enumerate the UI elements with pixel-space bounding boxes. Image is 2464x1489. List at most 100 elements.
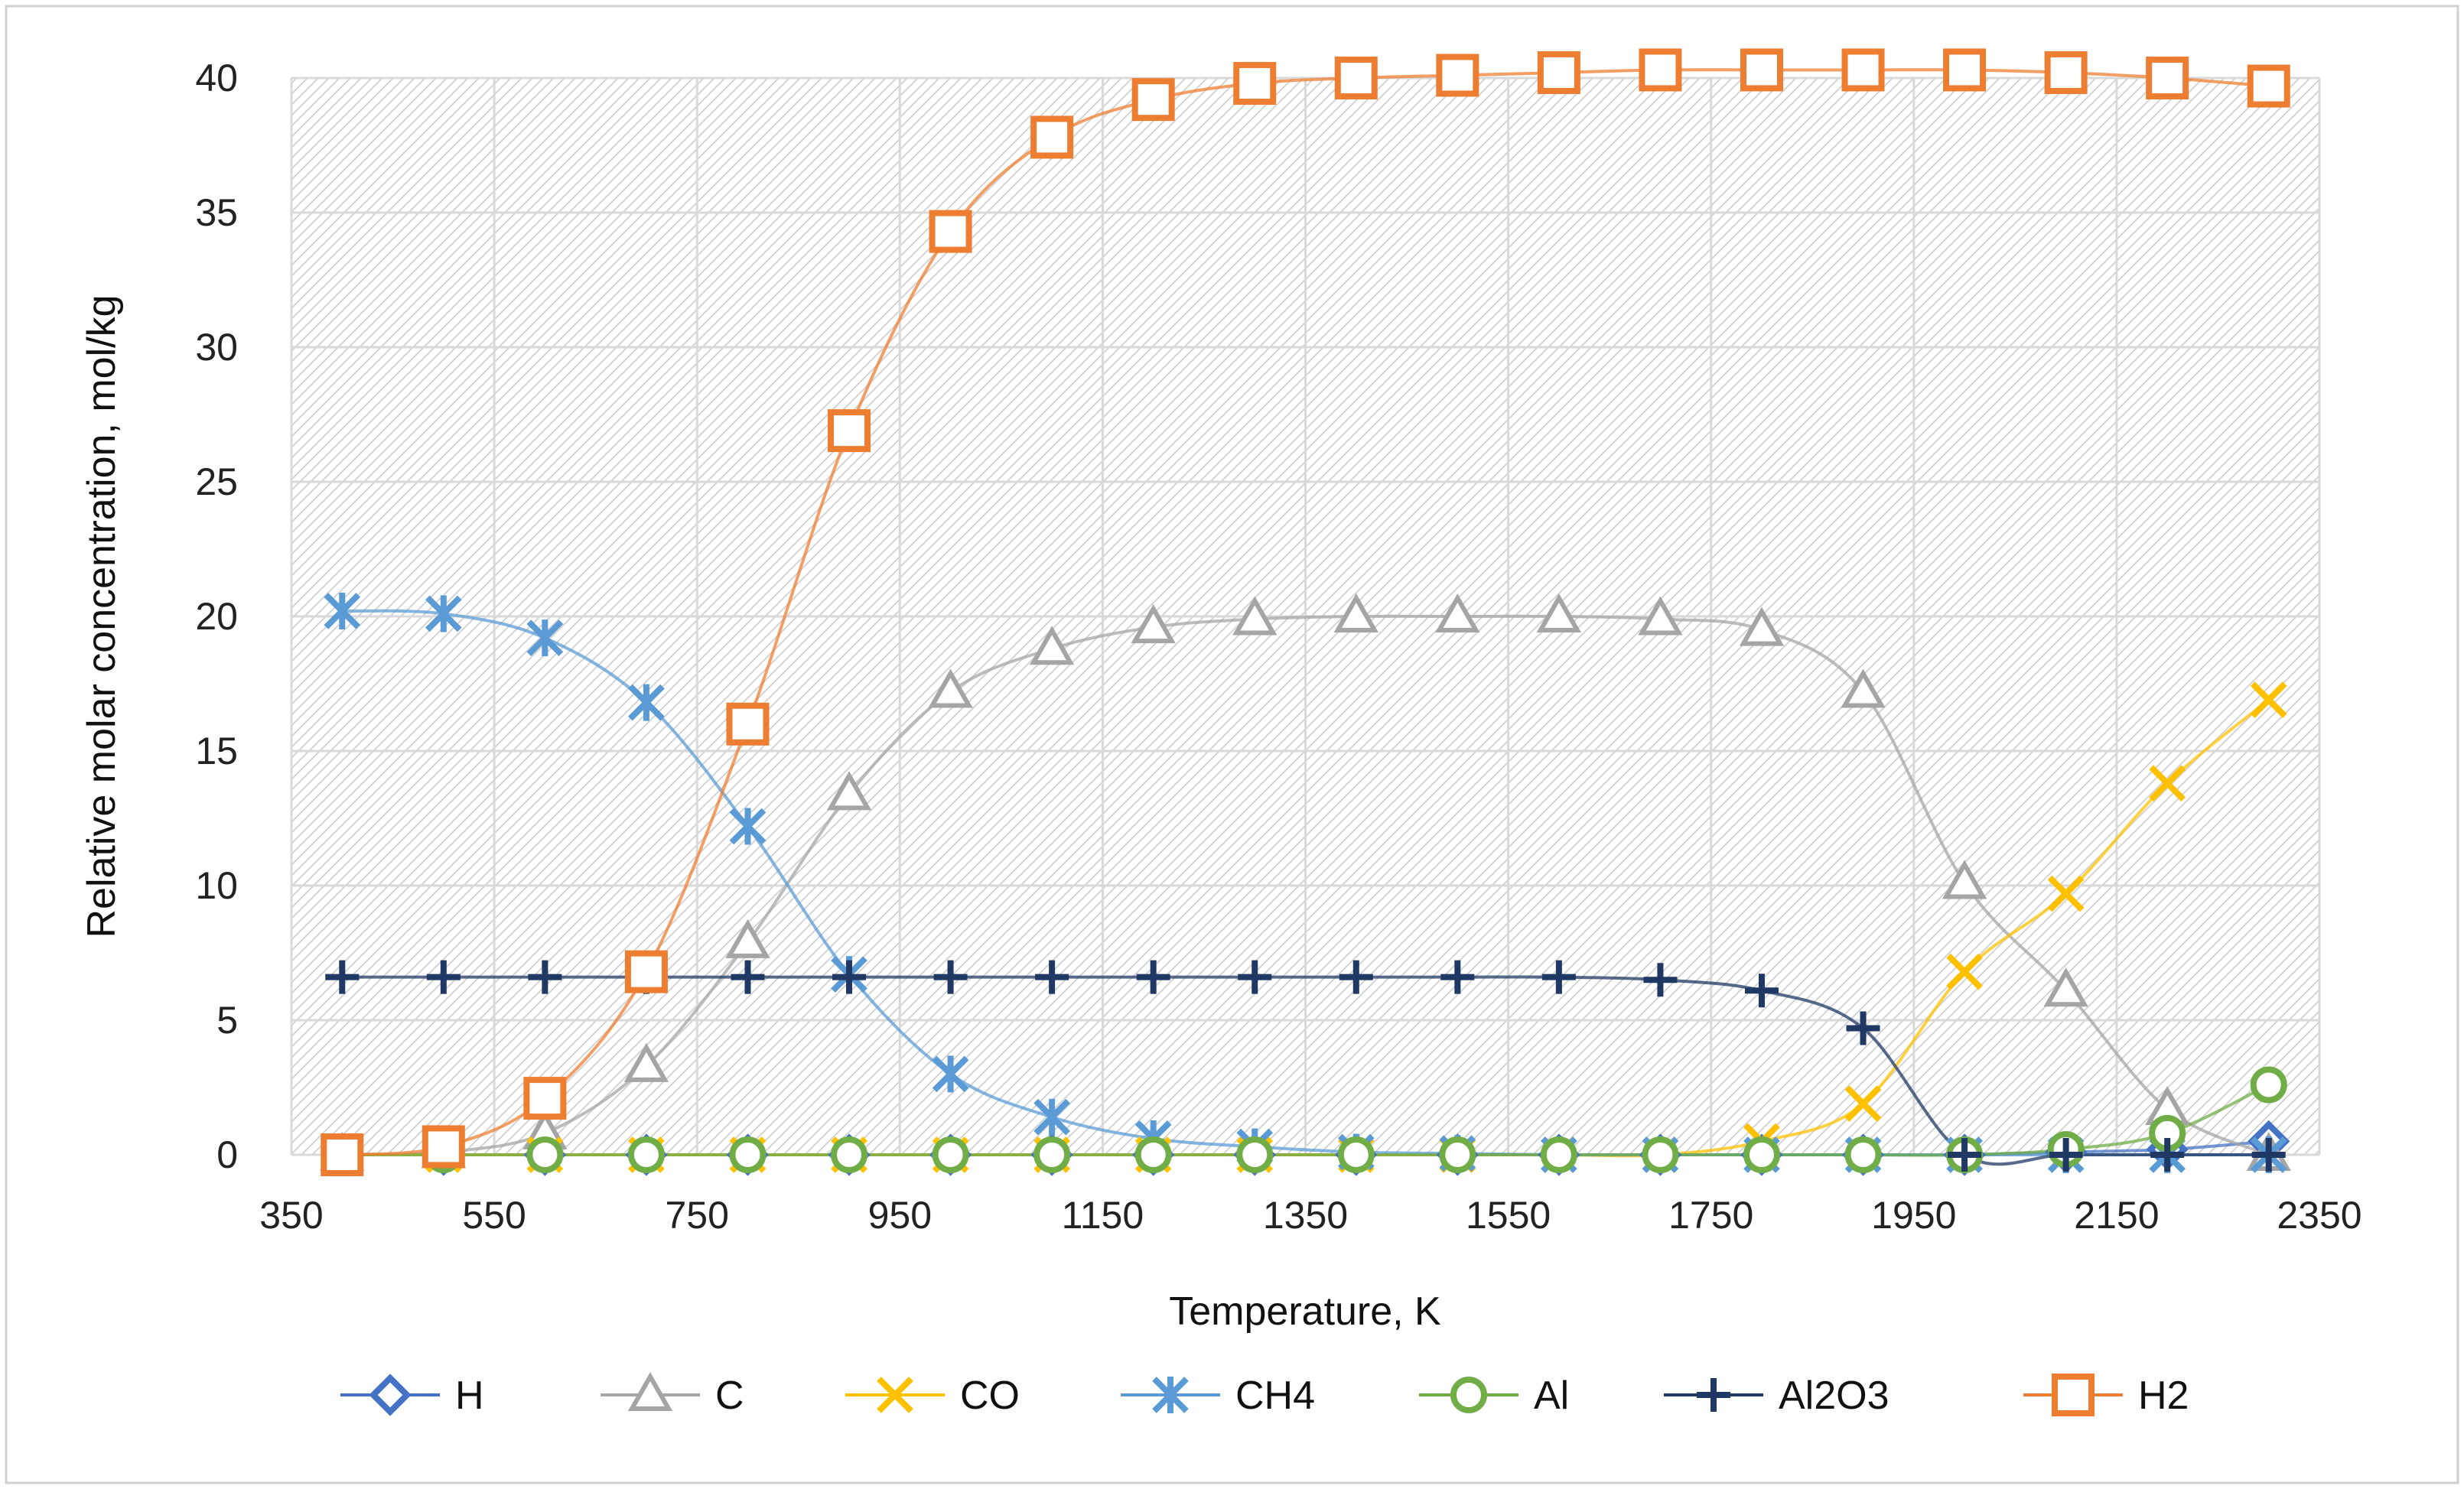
legend-item-co: CO — [845, 1374, 1020, 1418]
series-markers — [320, 48, 2291, 1176]
data-point-al2o3 — [832, 960, 867, 994]
data-point-co — [1946, 953, 1983, 990]
data-point-al2o3 — [1440, 960, 1475, 994]
y-tick-label: 15 — [195, 730, 238, 772]
data-point-ch4 — [425, 595, 462, 632]
y-tick-label: 5 — [216, 999, 238, 1042]
data-point-al2o3 — [2049, 1138, 2083, 1172]
legend-label: H — [455, 1374, 484, 1418]
data-point-c — [1841, 668, 1886, 708]
data-point-al2o3 — [731, 960, 765, 994]
legend-item-c: C — [601, 1371, 744, 1418]
y-tick-label: 40 — [195, 57, 238, 99]
data-point-al — [1236, 1136, 1274, 1173]
x-tick-label: 1350 — [1263, 1194, 1348, 1237]
data-point-c — [1029, 626, 1075, 665]
data-point-h2 — [2247, 64, 2290, 108]
x-tick-label: 2350 — [2277, 1194, 2361, 1237]
y-tick-label: 10 — [195, 864, 238, 907]
x-tick-label: 750 — [665, 1194, 728, 1237]
data-point-h2 — [1436, 54, 1479, 97]
data-point-al — [1337, 1136, 1375, 1173]
data-point-h2 — [1233, 62, 1277, 106]
legend-item-ch4: CH4 — [1121, 1374, 1315, 1418]
data-point-al2o3 — [1643, 963, 1678, 997]
data-point-h2 — [2044, 50, 2088, 94]
data-point-c — [1232, 596, 1278, 636]
data-point-h2 — [1537, 50, 1580, 94]
data-point-al — [1642, 1136, 1679, 1173]
data-point-al2o3 — [325, 960, 360, 994]
data-point-al2o3 — [1035, 960, 1069, 994]
data-point-c — [1131, 604, 1176, 644]
data-point-al — [1540, 1136, 1577, 1173]
data-point-c — [1638, 596, 1683, 636]
data-point-al2o3 — [1541, 960, 1576, 994]
legend-item-al2o3: Al2O3 — [1664, 1374, 1890, 1418]
data-point-c — [1739, 606, 1785, 646]
y-axis-ticks: 0 5 10 15 20 25 30 35 40 — [195, 57, 238, 1176]
data-point-al — [526, 1136, 564, 1173]
data-point-ch4 — [628, 684, 665, 721]
legend-item-al: Al — [1419, 1374, 1569, 1418]
legend-label: H2 — [2138, 1374, 2189, 1418]
data-point-al2o3 — [933, 960, 968, 994]
data-point-al — [1743, 1136, 1780, 1173]
legend: H C CO CH4 Al Al2O3 H2 — [340, 1371, 2189, 1418]
data-point-al — [2250, 1066, 2287, 1104]
data-point-al2o3 — [2150, 1138, 2185, 1172]
legend-marker-c — [627, 1371, 673, 1411]
data-point-al — [729, 1136, 767, 1173]
x-axis-label: Temperature, K — [1169, 1289, 1441, 1334]
data-point-h2 — [321, 1133, 364, 1176]
x-tick-label: 950 — [868, 1194, 932, 1237]
y-tick-label: 35 — [195, 191, 238, 234]
y-tick-label: 20 — [195, 595, 238, 638]
x-tick-label: 1150 — [1062, 1194, 1144, 1237]
data-point-h2 — [1740, 48, 1783, 92]
data-point-al2o3 — [1948, 1138, 1982, 1172]
data-point-ch4 — [729, 808, 767, 845]
legend-marker-h2 — [2052, 1374, 2095, 1416]
data-point-al2o3 — [426, 960, 461, 994]
data-point-h2 — [2146, 57, 2189, 99]
data-point-h2 — [624, 950, 668, 993]
data-point-al2o3 — [1136, 960, 1170, 994]
legend-label: Al2O3 — [1779, 1374, 1890, 1418]
legend-label: CH4 — [1235, 1374, 1315, 1418]
legend-item-h: H — [340, 1374, 484, 1418]
data-point-h2 — [929, 210, 972, 253]
data-point-al — [627, 1136, 665, 1173]
data-point-co — [2149, 765, 2186, 802]
data-point-h2 — [1030, 115, 1074, 159]
legend-label: C — [715, 1374, 744, 1418]
y-tick-label: 25 — [195, 460, 238, 503]
data-point-ch4 — [324, 592, 361, 629]
data-point-al — [1033, 1136, 1071, 1173]
data-point-c — [1333, 593, 1378, 632]
x-tick-label: 2150 — [2074, 1194, 2159, 1237]
data-point-h2 — [1841, 48, 1885, 92]
data-point-c — [2043, 967, 2088, 1007]
legend-marker-al2o3 — [1697, 1378, 1730, 1412]
y-tick-label: 30 — [195, 326, 238, 369]
data-point-ch4 — [526, 619, 564, 657]
x-tick-label: 1550 — [1466, 1194, 1551, 1237]
data-point-h2 — [828, 409, 871, 453]
data-point-h2 — [1639, 48, 1682, 92]
legend-marker-co — [877, 1377, 913, 1413]
data-point-c — [725, 918, 770, 958]
data-point-h2 — [523, 1077, 567, 1120]
data-point-al — [831, 1136, 868, 1173]
data-point-c — [928, 668, 973, 708]
data-point-al — [1134, 1136, 1172, 1173]
data-point-al2o3 — [2251, 1138, 2286, 1172]
legend-marker-al — [1450, 1377, 1487, 1413]
data-point-c — [826, 771, 872, 811]
data-point-al — [932, 1136, 969, 1173]
data-point-c — [1536, 593, 1582, 632]
data-point-al2o3 — [1846, 1011, 1880, 1045]
legend-item-h2: H2 — [2023, 1374, 2189, 1418]
x-axis-ticks: 350 550 750 950 1150 1350 1550 1750 1950 2150 2350 — [259, 1194, 2361, 1237]
